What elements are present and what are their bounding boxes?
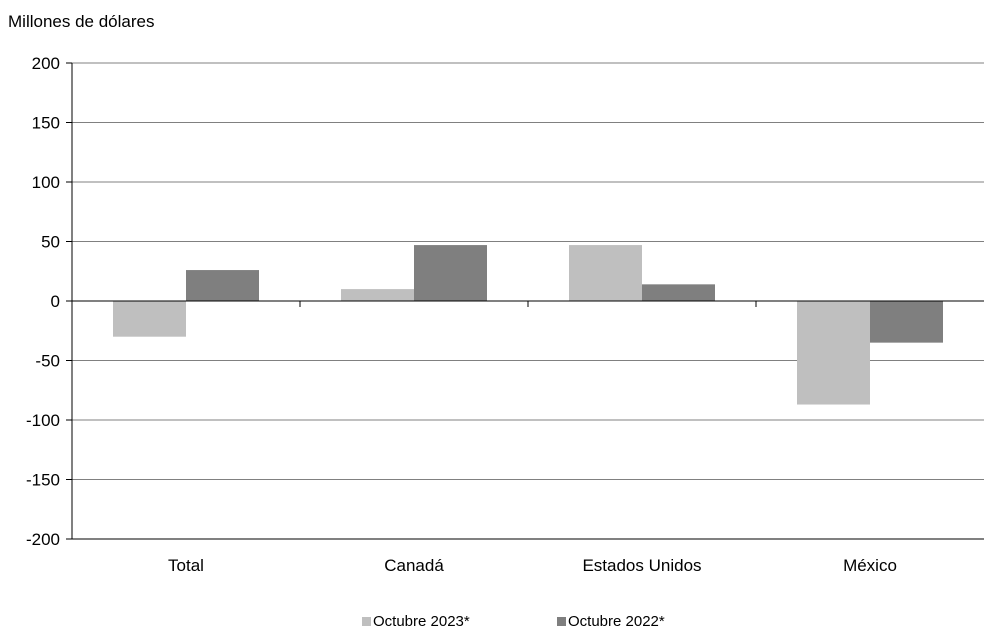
- legend-swatch: [362, 617, 371, 626]
- axes: [66, 62, 984, 540]
- legend: Octubre 2023* Octubre 2022*: [362, 613, 665, 630]
- x-axis-categories: Total Canadá Estados Unidos México: [168, 556, 897, 575]
- bar: [113, 301, 186, 337]
- y-axis-unit-label: Millones de dólares: [8, 12, 154, 31]
- y-axis-ticks: 200 150 100 50 0 -50 -100 -150 -200: [26, 54, 60, 549]
- y-tick-label: 100: [32, 173, 60, 192]
- x-category-label: Estados Unidos: [582, 556, 701, 575]
- y-tick-label: 150: [32, 114, 60, 133]
- bar: [414, 245, 487, 301]
- x-category-label: México: [843, 556, 897, 575]
- y-tick-label: -50: [35, 352, 60, 371]
- bar: [642, 284, 715, 301]
- y-tick-label: -200: [26, 530, 60, 549]
- y-tick-label: -100: [26, 411, 60, 430]
- bar: [341, 289, 414, 301]
- bar: [797, 301, 870, 405]
- bar: [569, 245, 642, 301]
- x-category-label: Total: [168, 556, 204, 575]
- bars: [113, 245, 943, 405]
- y-tick-label: -150: [26, 471, 60, 490]
- legend-label: Octubre 2022*: [568, 613, 665, 630]
- bar: [186, 270, 259, 301]
- x-category-label: Canadá: [384, 556, 444, 575]
- bar: [870, 301, 943, 343]
- y-tick-label: 200: [32, 54, 60, 73]
- y-tick-label: 50: [41, 233, 60, 252]
- legend-swatch: [557, 617, 566, 626]
- legend-label: Octubre 2023*: [373, 613, 470, 630]
- y-tick-label: 0: [51, 292, 60, 311]
